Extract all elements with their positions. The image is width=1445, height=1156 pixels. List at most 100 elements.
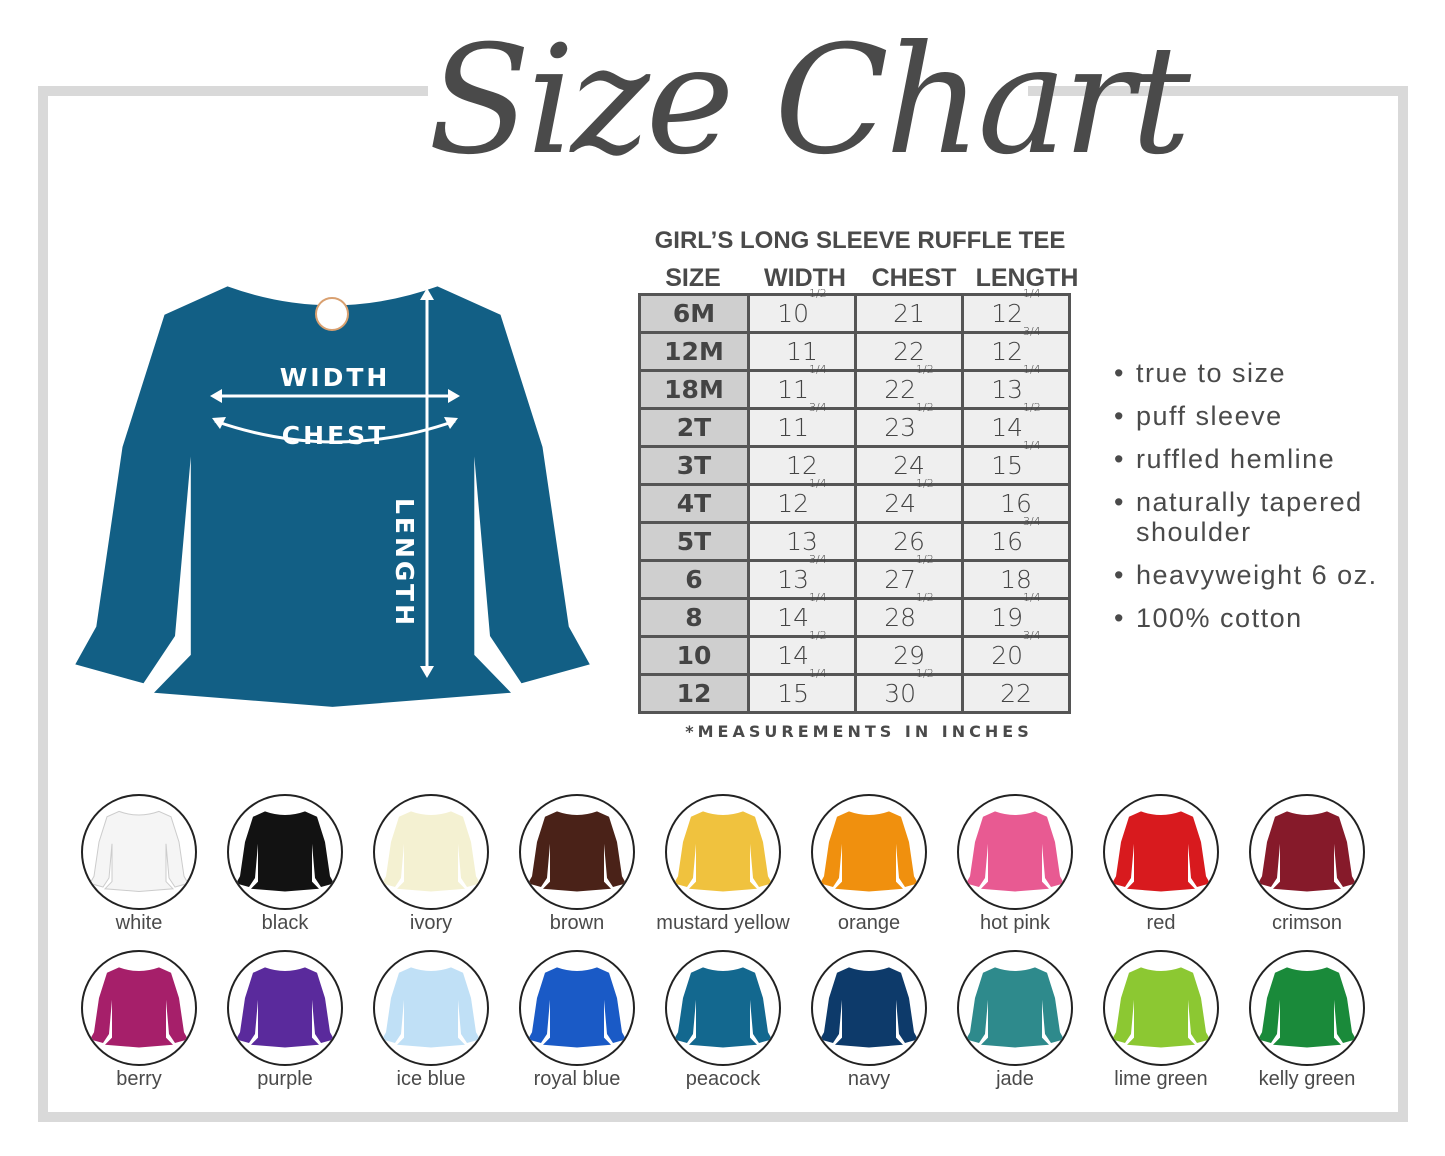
table-row: 5T 13 26 163/4 bbox=[638, 516, 1071, 562]
color-swatch: lime green bbox=[1091, 950, 1231, 1092]
table-row: 12 151/4 301/2 22 bbox=[638, 668, 1071, 714]
shirt-color-icon bbox=[1103, 950, 1219, 1066]
color-name: hot pink bbox=[979, 912, 1051, 934]
feature-item: 100% cotton bbox=[1114, 603, 1396, 633]
table-row: 6M 101/2 21 121/4 bbox=[638, 288, 1071, 334]
table-row: 3T 12 24 151/4 bbox=[638, 440, 1071, 486]
width-cell: 12 bbox=[747, 445, 857, 486]
size-cell: 12M bbox=[638, 331, 750, 372]
chest-cell: 221/2 bbox=[854, 364, 964, 410]
table-row: 12M 11 22 123/4 bbox=[638, 326, 1071, 372]
table-row: 6 133/4 271/2 18 bbox=[638, 554, 1071, 600]
chest-cell: 29 bbox=[854, 635, 964, 676]
color-swatch: mustard yellow bbox=[653, 794, 793, 936]
color-swatch: hot pink bbox=[945, 794, 1085, 936]
shirt-color-icon bbox=[519, 794, 635, 910]
header-length: LENGTH bbox=[975, 264, 1079, 292]
size-cell: 5T bbox=[638, 521, 750, 562]
shirt-color-icon bbox=[811, 794, 927, 910]
length-cell: 163/4 bbox=[961, 516, 1071, 562]
chest-cell: 26 bbox=[854, 521, 964, 562]
table-row: 18M 111/4 221/2 131/4 bbox=[638, 364, 1071, 410]
width-cell: 111/4 bbox=[747, 364, 857, 410]
shirt-color-icon bbox=[1249, 950, 1365, 1066]
color-swatch: ivory bbox=[361, 794, 501, 936]
shirt-color-icon bbox=[227, 950, 343, 1066]
width-cell: 101/2 bbox=[747, 288, 857, 334]
width-cell: 13 bbox=[747, 521, 857, 562]
size-cell: 12 bbox=[638, 673, 750, 714]
color-name: peacock bbox=[685, 1068, 761, 1090]
color-swatch: berry bbox=[69, 950, 209, 1092]
color-name: orange bbox=[837, 912, 901, 934]
color-swatch: ice blue bbox=[361, 950, 501, 1092]
header-chest: CHEST bbox=[871, 264, 957, 292]
color-name: white bbox=[115, 912, 163, 934]
chest-cell: 21 bbox=[854, 293, 964, 334]
color-name: crimson bbox=[1271, 912, 1342, 934]
chest-cell: 22 bbox=[854, 331, 964, 372]
shirt-color-icon bbox=[81, 950, 197, 1066]
feature-item: true to size bbox=[1114, 358, 1396, 388]
size-cell: 2T bbox=[638, 407, 750, 448]
size-cell: 8 bbox=[638, 597, 750, 638]
chest-cell: 271/2 bbox=[854, 554, 964, 600]
table-row: 4T 121/4 241/2 16 bbox=[638, 478, 1071, 524]
chest-cell: 281/2 bbox=[854, 592, 964, 638]
width-cell: 141/4 bbox=[747, 592, 857, 638]
table-title: GIRL’S LONG SLEEVE RUFFLE TEE bbox=[654, 227, 1066, 254]
chest-label: CHEST bbox=[282, 421, 388, 450]
color-swatch: navy bbox=[799, 950, 939, 1092]
header-width: WIDTH bbox=[764, 264, 846, 292]
color-name: black bbox=[261, 912, 309, 934]
chest-cell: 231/2 bbox=[854, 402, 964, 448]
shirt-color-icon bbox=[81, 794, 197, 910]
color-name: mustard yellow bbox=[656, 912, 790, 934]
header-size: SIZE bbox=[665, 264, 721, 292]
color-swatch: royal blue bbox=[507, 950, 647, 1092]
feature-item: puff sleeve bbox=[1114, 401, 1396, 431]
measurement-note: *MEASUREMENTS IN INCHES bbox=[685, 722, 1033, 741]
size-cell: 3T bbox=[638, 445, 750, 486]
shirt-body bbox=[75, 286, 590, 707]
size-cell: 4T bbox=[638, 483, 750, 524]
shirt-color-icon bbox=[957, 950, 1073, 1066]
length-cell: 121/4 bbox=[961, 288, 1071, 334]
color-swatch: orange bbox=[799, 794, 939, 936]
width-cell: 11 bbox=[747, 331, 857, 372]
page-title: Size Chart bbox=[428, 14, 1191, 188]
color-swatch: brown bbox=[507, 794, 647, 936]
length-cell: 191/4 bbox=[961, 592, 1071, 638]
length-cell: 131/4 bbox=[961, 364, 1071, 410]
chest-cell: 301/2 bbox=[854, 668, 964, 714]
shirt-color-icon bbox=[665, 794, 781, 910]
width-cell: 113/4 bbox=[747, 402, 857, 448]
color-name: navy bbox=[847, 1068, 891, 1090]
table-row: 8 141/4 281/2 191/4 bbox=[638, 592, 1071, 638]
color-name: ivory bbox=[409, 912, 453, 934]
length-cell: 123/4 bbox=[961, 326, 1071, 372]
width-cell: 133/4 bbox=[747, 554, 857, 600]
color-name: red bbox=[1146, 912, 1176, 934]
shirt-color-icon bbox=[373, 794, 489, 910]
chest-arrow bbox=[214, 419, 456, 444]
color-swatch: red bbox=[1091, 794, 1231, 936]
feature-item: naturally tapered shoulder bbox=[1114, 487, 1396, 547]
color-swatch: crimson bbox=[1237, 794, 1377, 936]
color-name: ice blue bbox=[396, 1068, 466, 1090]
color-name: jade bbox=[996, 1068, 1034, 1090]
length-cell: 22 bbox=[961, 673, 1071, 714]
brand-tag-icon bbox=[315, 297, 349, 331]
shirt-color-icon bbox=[1249, 794, 1365, 910]
shirt-color-icon bbox=[957, 794, 1073, 910]
table-row: 2T 113/4 231/2 141/2 bbox=[638, 402, 1071, 448]
shirt-color-icon bbox=[665, 950, 781, 1066]
title-area: Size Chart bbox=[428, 0, 1191, 200]
chest-cell: 241/2 bbox=[854, 478, 964, 524]
length-cell: 151/4 bbox=[961, 440, 1071, 486]
length-cell: 18 bbox=[961, 559, 1071, 600]
shirt-color-icon bbox=[373, 950, 489, 1066]
color-swatch: white bbox=[69, 794, 209, 936]
length-cell: 16 bbox=[961, 483, 1071, 524]
chest-cell: 24 bbox=[854, 445, 964, 486]
